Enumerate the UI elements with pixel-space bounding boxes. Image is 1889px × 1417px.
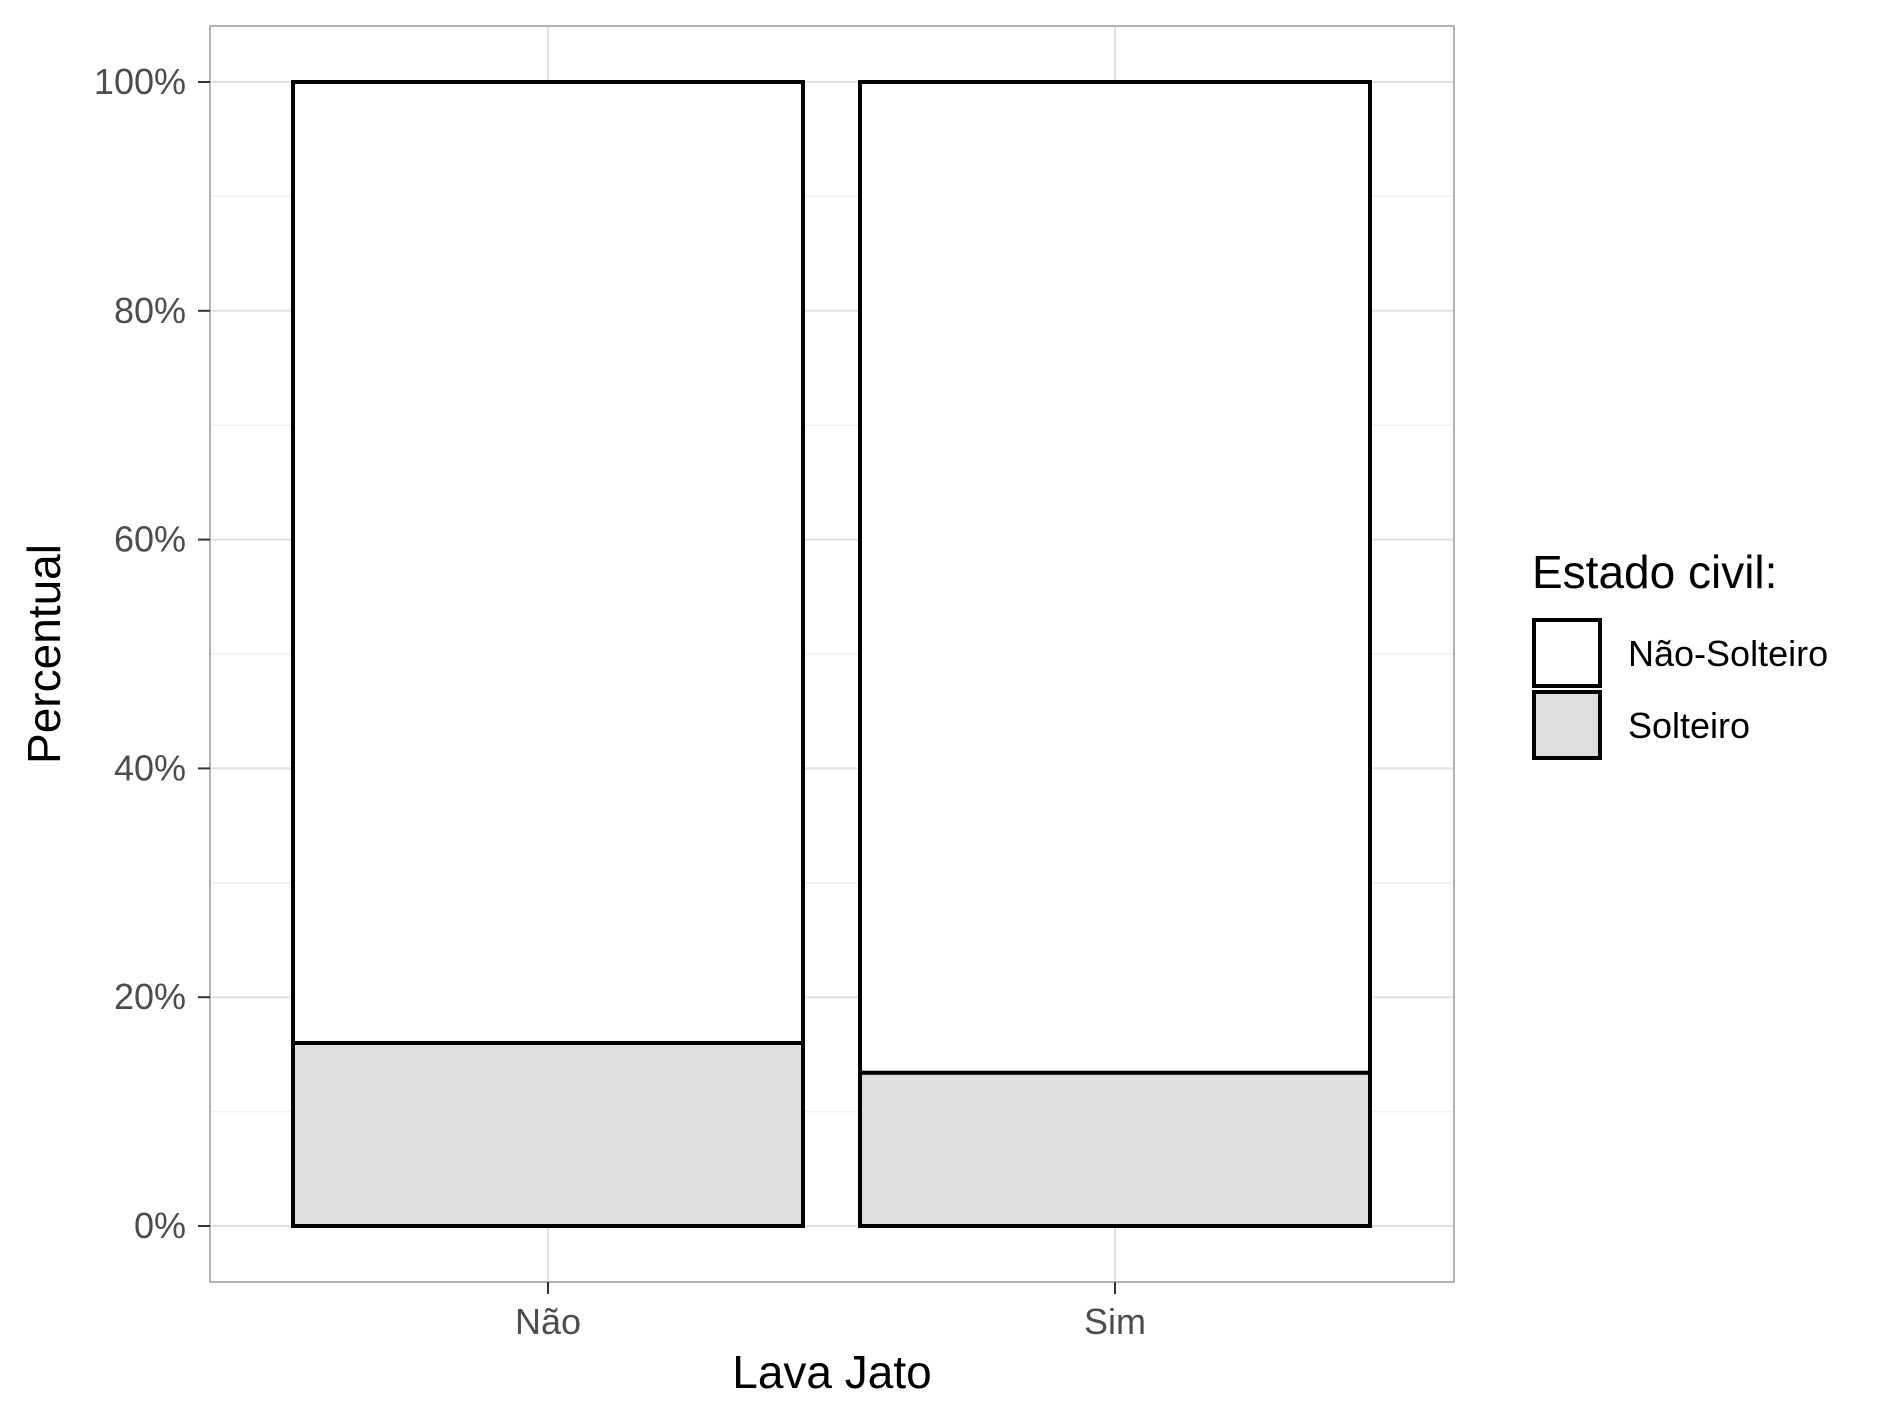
y-tick-label: 0% (134, 1205, 186, 1246)
x-tick-label: Sim (1084, 1301, 1146, 1342)
x-axis: Não Sim (515, 1282, 1146, 1342)
bar-sim-n-o-solteiro (858, 80, 1372, 1075)
legend-key-solteiro (1532, 690, 1602, 760)
y-tick-label: 40% (114, 747, 186, 788)
legend-entries: Não-Solteiro Solteiro (1532, 618, 1828, 760)
panel-border (209, 25, 1455, 1283)
bar-n-o-n-o-solteiro (291, 80, 805, 1045)
y-axis-title: Percentual (18, 544, 70, 764)
bar-sim-solteiro (858, 1070, 1372, 1228)
y-tick-label: 80% (114, 290, 186, 331)
x-axis-title: Lava Jato (732, 1346, 931, 1398)
y-axis: 0% 20% 40% 60% 80% 100% (94, 61, 210, 1246)
x-tick-label: Não (515, 1301, 581, 1342)
legend-title: Estado civil: (1532, 546, 1777, 598)
legend-label: Solteiro (1628, 705, 1750, 746)
y-tick-label: 20% (114, 976, 186, 1017)
bar-n-o-solteiro (291, 1040, 805, 1228)
y-tick-label: 100% (94, 61, 186, 102)
legend-key-n-o-solteiro (1532, 618, 1602, 688)
bars (291, 80, 1372, 1228)
legend-label: Não-Solteiro (1628, 633, 1828, 674)
y-tick-label: 60% (114, 519, 186, 560)
legend: Estado civil: Não-Solteiro Solteiro (1532, 546, 1828, 760)
